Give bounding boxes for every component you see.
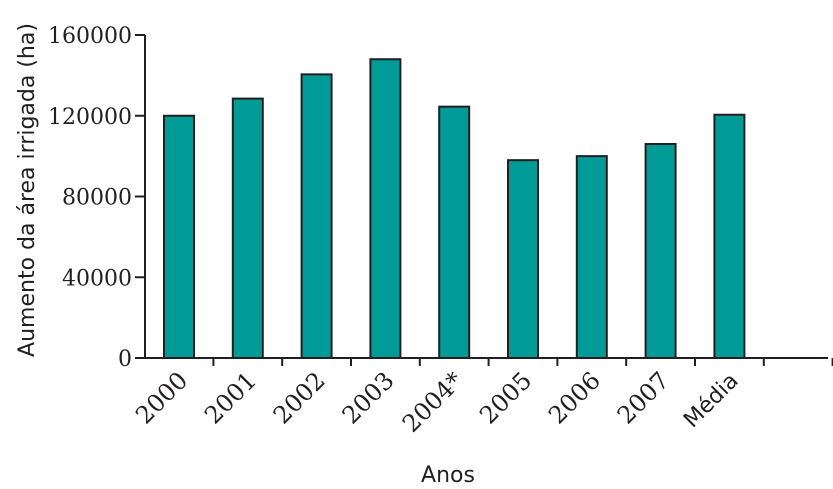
bar-2001	[231, 97, 264, 359]
x-tick-label: 2003	[337, 366, 400, 429]
x-tick-label: 2000	[130, 366, 193, 429]
chart-bars	[163, 58, 746, 360]
x-tick-label: 2002	[268, 366, 331, 429]
y-tick-label: 120000	[48, 105, 132, 130]
x-tick-label: 2004*	[397, 366, 468, 437]
x-tick-label: 2005	[474, 366, 537, 429]
y-tick-label: 80000	[62, 186, 132, 211]
y-axis-title: Aumento da área irrigada (ha)	[15, 23, 40, 357]
bar-2005	[507, 159, 539, 359]
bar-2007	[644, 143, 677, 359]
x-tick-label: 2007	[612, 366, 675, 429]
y-tick-label: 0	[118, 347, 132, 372]
x-tick-label: 2006	[543, 366, 606, 429]
bar-2004	[438, 105, 471, 360]
bar-2000	[163, 114, 195, 359]
y-axis-ticks: 0 40000 80000 120000 160000	[48, 24, 145, 372]
x-axis-title: Anos	[421, 463, 475, 488]
bar-2006	[575, 155, 608, 359]
x-tick-label: 2001	[199, 366, 262, 429]
bar-2002	[300, 73, 333, 359]
bar-2003	[369, 58, 402, 359]
x-tick-label: Média	[679, 369, 743, 433]
y-tick-label: 40000	[62, 266, 132, 291]
y-tick-label: 160000	[48, 24, 132, 49]
bar-mdia	[713, 113, 746, 359]
